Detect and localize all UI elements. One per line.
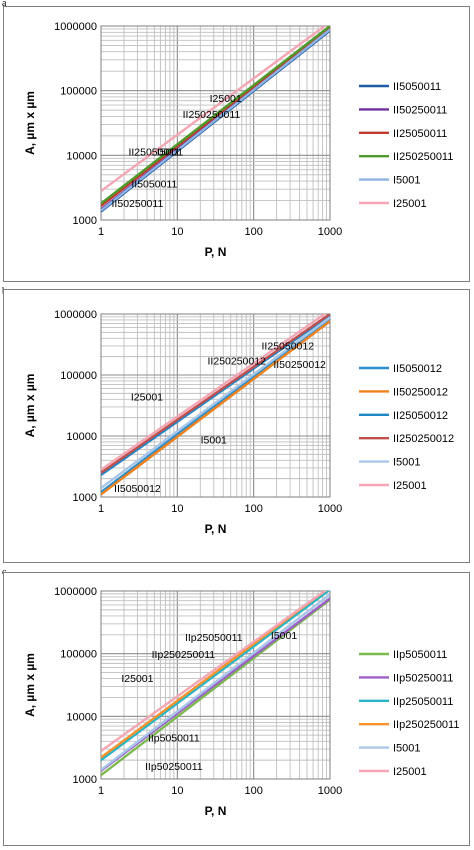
y-tick-label: 10000 bbox=[66, 431, 97, 443]
legend-label: II5050012 bbox=[393, 363, 442, 375]
annotation-label: II50250011 bbox=[112, 198, 164, 210]
series-line-I25001 bbox=[101, 26, 327, 193]
series-line-IIp25050011 bbox=[101, 591, 330, 762]
legend: IIp5050011 IIp50250011 IIp25050011 IIp25025… bbox=[359, 649, 459, 778]
series-line-I25001 bbox=[101, 314, 327, 471]
legend-label: I25001 bbox=[393, 480, 427, 492]
annotation-label: I25001 bbox=[210, 93, 242, 105]
annotation-label: II5050012 bbox=[114, 483, 161, 495]
x-tick-label: 1 bbox=[98, 785, 104, 797]
legend-label: I5001 bbox=[393, 457, 421, 469]
chart-panel-c: 1000 10000 100000 1000000 1 10 100 1000 P, N A, µ… bbox=[3, 572, 470, 846]
chart-panel-a: 1000 10000 100000 1000000 1 10 100 1000 P, N A, µ… bbox=[3, 6, 470, 282]
x-tick-label: 10 bbox=[171, 226, 183, 238]
x-tick-label: 1000 bbox=[318, 226, 342, 238]
y-tick-label: 100000 bbox=[60, 370, 97, 382]
y-axis-title: A, µm x µm bbox=[23, 91, 37, 155]
y-tick-label: 1000 bbox=[73, 774, 97, 786]
legend-label: IIp5050011 bbox=[393, 649, 447, 661]
series-group bbox=[101, 314, 330, 496]
x-tick-label: 1000 bbox=[318, 785, 342, 797]
legend: II5050012 II50250012 II25050012 II250250012… bbox=[359, 363, 454, 492]
legend-label: II50250011 bbox=[393, 104, 447, 116]
y-tick-label: 1000000 bbox=[54, 21, 97, 33]
y-tick-label: 100000 bbox=[60, 649, 97, 661]
series-line-II250250011 bbox=[101, 26, 330, 205]
x-tick-label: 1 bbox=[98, 226, 104, 238]
annotation-label: II25050012 bbox=[262, 341, 315, 353]
series-line-I5001 bbox=[101, 593, 330, 771]
series-line-II50250012 bbox=[101, 320, 330, 496]
legend-label: IIp25050011 bbox=[393, 696, 453, 708]
x-tick-label: 1 bbox=[98, 503, 104, 515]
legend-label: IIp50250011 bbox=[393, 672, 453, 684]
y-tick-label: 10000 bbox=[66, 711, 97, 723]
y-tick-label: 100000 bbox=[60, 86, 97, 98]
legend-label: II250250011 bbox=[393, 151, 453, 163]
annotation-label: II250250012 bbox=[208, 355, 267, 367]
y-axis-title: A, µm x µm bbox=[23, 653, 37, 717]
grid bbox=[100, 590, 331, 780]
x-tick-label: 10 bbox=[171, 503, 183, 515]
annotation-label: II5050011 bbox=[131, 178, 177, 190]
x-tick-label: 10 bbox=[171, 785, 183, 797]
annotation-label: II250250011 bbox=[183, 109, 241, 121]
annotation-label: I25001 bbox=[121, 673, 153, 685]
series-line-I5001 bbox=[101, 28, 330, 212]
x-axis-title: P, N bbox=[205, 804, 227, 818]
series-line-IIp5050011 bbox=[101, 598, 330, 777]
annotation-label: IIp50250011 bbox=[145, 761, 203, 773]
annotation-label: IIp25050011 bbox=[185, 632, 243, 644]
annotation-label: II50250012 bbox=[273, 359, 326, 371]
annotation-label: I5001 bbox=[201, 435, 227, 447]
y-tick-label: 1000000 bbox=[54, 309, 97, 321]
legend-label: I5001 bbox=[393, 175, 421, 187]
legend-label: I25001 bbox=[393, 198, 427, 210]
series-line-II250250012 bbox=[101, 314, 330, 474]
legend-label: II50250012 bbox=[393, 386, 448, 398]
series-line-I5001 bbox=[101, 316, 330, 490]
series-line-I25001 bbox=[101, 591, 327, 752]
chart-panel-b: 1000 10000 100000 1000000 1 10 100 1000 P, N A, µ… bbox=[3, 289, 470, 563]
y-tick-label: 1000 bbox=[73, 215, 97, 227]
legend-label: IIp250250011 bbox=[393, 719, 459, 731]
annotation-label: IIp5050011 bbox=[148, 732, 200, 744]
legend-label: II25050012 bbox=[393, 410, 448, 422]
x-tick-label: 1000 bbox=[318, 503, 342, 515]
y-tick-label: 1000000 bbox=[54, 586, 97, 598]
x-axis-title: P, N bbox=[205, 245, 227, 259]
legend-label: II250250012 bbox=[393, 433, 454, 445]
series-group bbox=[101, 591, 330, 777]
x-tick-label: 100 bbox=[244, 226, 262, 238]
legend-label: II5050011 bbox=[393, 81, 441, 93]
grid bbox=[100, 25, 331, 221]
panel-letter-a: a bbox=[2, 0, 7, 9]
legend-label: I5001 bbox=[393, 743, 421, 755]
legend-label: II25050011 bbox=[393, 128, 447, 140]
y-axis-title: A, µm x µm bbox=[23, 374, 37, 438]
series-line-II25050012 bbox=[101, 314, 330, 476]
x-tick-label: 100 bbox=[244, 503, 262, 515]
y-tick-label: 1000 bbox=[73, 492, 97, 504]
legend-label: I25001 bbox=[393, 766, 427, 778]
x-axis-title: P, N bbox=[205, 522, 227, 536]
series-group bbox=[101, 26, 330, 213]
annotation-label: IIp250250011 bbox=[152, 649, 216, 661]
legend: II5050011 II50250011 II25050011 II250250011… bbox=[359, 81, 453, 210]
annotation-label: I5001 bbox=[157, 146, 183, 158]
annotation-label: I25001 bbox=[131, 392, 163, 404]
annotation-label: II25050011 bbox=[128, 146, 180, 158]
annotation-label: I5001 bbox=[271, 630, 297, 642]
y-tick-label: 10000 bbox=[66, 150, 97, 162]
x-tick-label: 100 bbox=[244, 785, 262, 797]
